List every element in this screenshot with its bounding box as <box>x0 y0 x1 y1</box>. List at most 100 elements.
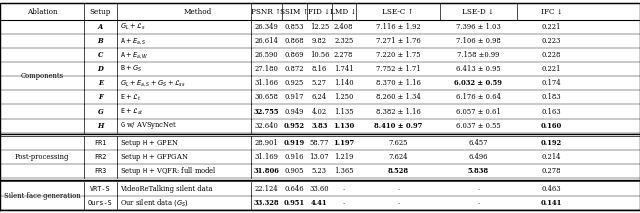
Text: LSE-C ↑: LSE-C ↑ <box>382 8 414 16</box>
Text: VRT-S: VRT-S <box>90 186 111 192</box>
Text: 0.917: 0.917 <box>285 94 304 101</box>
Text: Silent face generation: Silent face generation <box>4 192 81 200</box>
Text: 0.919: 0.919 <box>284 139 305 147</box>
Text: 7.752 ± 1.71: 7.752 ± 1.71 <box>376 65 420 73</box>
Text: 0.905: 0.905 <box>285 167 304 175</box>
Text: FR3: FR3 <box>94 168 107 174</box>
Text: $\mathtt{G}$ w/ AVSyncNet: $\mathtt{G}$ w/ AVSyncNet <box>120 120 177 131</box>
Text: 6.496: 6.496 <box>468 153 488 161</box>
Text: 7.116 ± 1.92: 7.116 ± 1.92 <box>376 23 420 31</box>
Text: Setup: Setup <box>90 8 111 16</box>
Text: FR1: FR1 <box>94 140 107 146</box>
Text: LSE-D ↓: LSE-D ↓ <box>462 8 494 16</box>
Text: 0.853: 0.853 <box>285 23 304 31</box>
Text: 1.135: 1.135 <box>334 108 353 115</box>
Text: 6.037 ± 0.55: 6.037 ± 0.55 <box>456 122 500 130</box>
Text: 0.868: 0.868 <box>285 37 304 45</box>
Text: 10.56: 10.56 <box>310 51 329 59</box>
Text: 0.183: 0.183 <box>542 94 561 101</box>
Text: C: C <box>98 51 103 59</box>
Text: $\mathtt{B} + G_S$: $\mathtt{B} + G_S$ <box>120 64 142 74</box>
Text: ·: · <box>342 185 345 193</box>
Text: 7.220 ± 1.75: 7.220 ± 1.75 <box>376 51 420 59</box>
Text: B: B <box>98 37 103 45</box>
Text: 31.169: 31.169 <box>254 153 278 161</box>
Text: G: G <box>98 108 103 115</box>
Text: 22.124: 22.124 <box>255 185 278 193</box>
Text: 2.325: 2.325 <box>334 37 353 45</box>
Text: 6.413 ± 0.95: 6.413 ± 0.95 <box>456 65 500 73</box>
Text: VideoReTalking silent data: VideoReTalking silent data <box>120 185 212 193</box>
Text: 8.370 ± 1.16: 8.370 ± 1.16 <box>376 79 420 87</box>
Text: Setup $\mathtt{H}$ + VQFR: full model: Setup $\mathtt{H}$ + VQFR: full model <box>120 165 216 177</box>
Text: Ablation: Ablation <box>27 8 58 16</box>
Text: 0.141: 0.141 <box>541 199 563 207</box>
Text: ·: · <box>477 185 479 193</box>
Text: H: H <box>97 122 104 130</box>
Text: 1.365: 1.365 <box>334 167 353 175</box>
Text: 3.83: 3.83 <box>311 122 328 130</box>
Text: 0.872: 0.872 <box>285 65 304 73</box>
Text: 0.646: 0.646 <box>285 185 304 193</box>
Text: 31.806: 31.806 <box>253 167 279 175</box>
Text: 0.214: 0.214 <box>542 153 561 161</box>
Text: 1.197: 1.197 <box>333 139 355 147</box>
Text: 6.176 ± 0.64: 6.176 ± 0.64 <box>456 94 500 101</box>
Text: 1.219: 1.219 <box>334 153 353 161</box>
Text: ·: · <box>397 199 399 207</box>
Text: 6.032 ± 0.59: 6.032 ± 0.59 <box>454 79 502 87</box>
Text: 6.057 ± 0.61: 6.057 ± 0.61 <box>456 108 500 115</box>
Text: 0.192: 0.192 <box>541 139 563 147</box>
Text: Post-processing: Post-processing <box>15 153 69 161</box>
Text: 0.952: 0.952 <box>284 122 305 130</box>
Text: 8.16: 8.16 <box>312 65 327 73</box>
Text: 7.396 ± 1.03: 7.396 ± 1.03 <box>456 23 500 31</box>
Text: 4.41: 4.41 <box>311 199 328 207</box>
Text: 0.916: 0.916 <box>285 153 304 161</box>
Text: Components: Components <box>20 72 64 80</box>
Text: 0.228: 0.228 <box>542 51 561 59</box>
Text: 1.741: 1.741 <box>334 65 353 73</box>
Text: A: A <box>98 23 103 31</box>
Text: 7.271 ± 1.76: 7.271 ± 1.76 <box>376 37 420 45</box>
Text: $\mathtt{A} + E_{a,W}$: $\mathtt{A} + E_{a,W}$ <box>120 50 148 60</box>
Text: 12.25: 12.25 <box>310 23 329 31</box>
Text: $G_L + \mathcal{L}_s$: $G_L + \mathcal{L}_s$ <box>120 22 145 32</box>
Text: 27.180: 27.180 <box>254 65 278 73</box>
Text: 0.160: 0.160 <box>541 122 563 130</box>
Text: D: D <box>97 65 104 73</box>
Text: 0.949: 0.949 <box>285 108 304 115</box>
Text: 2.278: 2.278 <box>334 51 353 59</box>
Text: 26.614: 26.614 <box>254 37 278 45</box>
Text: 0.951: 0.951 <box>284 199 305 207</box>
Text: 32.640: 32.640 <box>254 122 278 130</box>
Text: 1.250: 1.250 <box>334 94 353 101</box>
Text: $\mathtt{E} + \mathcal{L}_t$: $\mathtt{E} + \mathcal{L}_t$ <box>120 92 141 102</box>
Text: 58.77: 58.77 <box>310 139 329 147</box>
Text: 7.625: 7.625 <box>388 139 408 147</box>
Text: F: F <box>98 94 103 101</box>
Text: ·: · <box>397 185 399 193</box>
Text: 0.221: 0.221 <box>542 65 561 73</box>
Text: 0.223: 0.223 <box>542 37 561 45</box>
Text: ·: · <box>477 199 479 207</box>
Text: 8.382 ± 1.16: 8.382 ± 1.16 <box>376 108 420 115</box>
Text: $\mathtt{E} + \mathcal{L}_{at}$: $\mathtt{E} + \mathcal{L}_{at}$ <box>120 106 144 117</box>
Text: 0.869: 0.869 <box>285 51 304 59</box>
Text: 2.408: 2.408 <box>334 23 353 31</box>
Text: 0.463: 0.463 <box>542 185 561 193</box>
Text: 28.901: 28.901 <box>254 139 278 147</box>
Text: ·: · <box>342 199 345 207</box>
Text: 8.410 ± 0.97: 8.410 ± 0.97 <box>374 122 422 130</box>
Text: 7.158 ±0.99: 7.158 ±0.99 <box>457 51 499 59</box>
Text: $G_L + E_{a,S} + G_S + \mathcal{L}_{ss}$: $G_L + E_{a,S} + G_S + \mathcal{L}_{ss}$ <box>120 78 186 88</box>
Text: 32.755: 32.755 <box>253 108 279 115</box>
Text: $\mathtt{A} + E_{a,S}$: $\mathtt{A} + E_{a,S}$ <box>120 36 147 46</box>
Text: 0.278: 0.278 <box>542 167 561 175</box>
Text: IFC ↓: IFC ↓ <box>541 8 563 16</box>
Text: FR2: FR2 <box>94 154 107 160</box>
Text: 0.174: 0.174 <box>542 79 561 87</box>
Text: 33.328: 33.328 <box>253 199 279 207</box>
Text: 8.528: 8.528 <box>387 167 409 175</box>
Text: 0.221: 0.221 <box>542 23 561 31</box>
